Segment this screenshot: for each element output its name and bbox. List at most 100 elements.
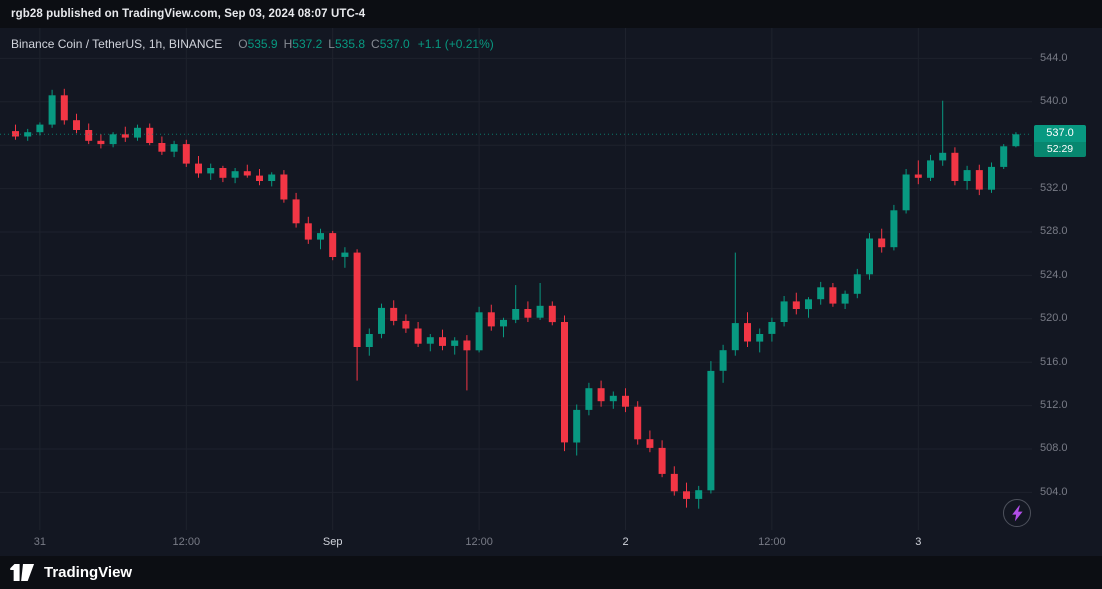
candle (927, 154, 934, 181)
chart-legend: Binance Coin / TetherUS, 1h, BINANCE O535… (11, 37, 494, 51)
candle (390, 300, 398, 326)
low-label: L (328, 37, 335, 51)
candles (12, 88, 1020, 509)
candle (48, 89, 56, 128)
time-axis-label: 2 (622, 536, 629, 548)
close-label: C (371, 37, 380, 51)
candle (292, 192, 300, 228)
high-value: 537.2 (292, 37, 323, 51)
candle (439, 329, 446, 351)
candle (695, 485, 703, 509)
price-axis-label: 504.0 (1040, 485, 1068, 498)
candle (939, 100, 947, 166)
candle (622, 388, 629, 413)
candle (1012, 132, 1020, 148)
candle (731, 252, 739, 356)
candle (317, 228, 324, 250)
candle (609, 391, 617, 409)
candle (707, 361, 715, 494)
candle (853, 268, 861, 299)
candle (914, 160, 922, 185)
lightning-boost-button[interactable] (1003, 499, 1031, 527)
price-axis-label: 512.0 (1040, 399, 1068, 412)
price-axis-label: 524.0 (1040, 268, 1068, 281)
chart-container: Binance Coin / TetherUS, 1h, BINANCE O535… (0, 28, 1102, 556)
time-axis-label: 12:00 (172, 536, 201, 548)
candle (658, 440, 666, 478)
candle (97, 134, 105, 149)
tradingview-brand[interactable]: TradingView (44, 564, 133, 581)
candle (866, 233, 873, 280)
candle (597, 380, 605, 407)
candle (902, 169, 910, 214)
candle (109, 132, 117, 148)
candle (158, 136, 166, 155)
candle (195, 156, 202, 178)
candle-countdown: 52:29 (1034, 142, 1086, 158)
attribution-text: rgb28 published on TradingView.com, Sep … (11, 8, 366, 20)
candle (975, 164, 983, 196)
candle (256, 169, 263, 186)
candle (670, 466, 678, 496)
candle (988, 162, 995, 193)
attribution-bar: rgb28 published on TradingView.com, Sep … (0, 0, 1102, 28)
time-axis[interactable]: 31 12:00 Sep 12:00 2 12:00 3 (0, 530, 1032, 556)
symbol-title: Binance Coin / TetherUS, 1h, BINANCE (11, 37, 223, 51)
candle (146, 123, 154, 146)
candle (134, 124, 141, 141)
candle (243, 164, 251, 178)
tradingview-logo-icon[interactable] (10, 564, 36, 581)
high-label: H (283, 37, 293, 51)
price-axis-label: 540.0 (1040, 95, 1068, 108)
price-axis[interactable]: 537.0 52:29 544.0 540.0 532.0 528.0 524.0 520… (1032, 28, 1102, 530)
time-axis-label: Sep (322, 536, 343, 548)
time-axis-label: 12:00 (758, 536, 786, 548)
candle (646, 430, 654, 453)
candle (878, 228, 886, 253)
open-value: 535.9 (247, 37, 278, 51)
candle (805, 297, 812, 318)
change-value: +1.1 (+0.21%) (417, 37, 494, 51)
candle (829, 283, 837, 307)
candle (24, 128, 32, 141)
candle (719, 344, 727, 383)
candle (353, 249, 361, 381)
candle (634, 401, 642, 445)
price-axis-label: 520.0 (1040, 312, 1068, 325)
last-price-badge: 537.0 52:29 (1034, 125, 1086, 158)
candle (170, 140, 178, 158)
candle (756, 328, 764, 353)
candle (402, 314, 410, 333)
candle (426, 334, 434, 352)
candle (890, 204, 898, 251)
candle (500, 317, 507, 338)
price-axis-label: 516.0 (1040, 355, 1068, 368)
candle (231, 168, 239, 184)
candle (487, 304, 495, 331)
candle (1000, 144, 1008, 169)
candle (744, 312, 751, 347)
candle (548, 301, 556, 326)
last-price-value: 537.0 (1034, 125, 1086, 143)
candle (585, 382, 593, 416)
candle (524, 301, 532, 322)
candle (121, 126, 129, 142)
candle (219, 165, 227, 183)
lightning-icon (1011, 505, 1023, 521)
candle (683, 482, 690, 508)
candle (475, 306, 483, 353)
time-axis-label: 12:00 (465, 536, 493, 548)
candle (780, 296, 788, 327)
candle (817, 281, 825, 305)
candle (768, 317, 776, 342)
candle (536, 283, 544, 320)
time-axis-label: 31 (33, 536, 47, 548)
candle (512, 285, 520, 324)
candle (451, 337, 459, 355)
chart-canvas[interactable] (0, 28, 1032, 530)
candle (841, 290, 849, 309)
candle (792, 292, 800, 315)
candlestick-chart[interactable] (0, 28, 1032, 530)
ohlc-readout: O535.9 H537.2 L535.8 C537.0 (232, 37, 410, 51)
candle (963, 165, 971, 190)
